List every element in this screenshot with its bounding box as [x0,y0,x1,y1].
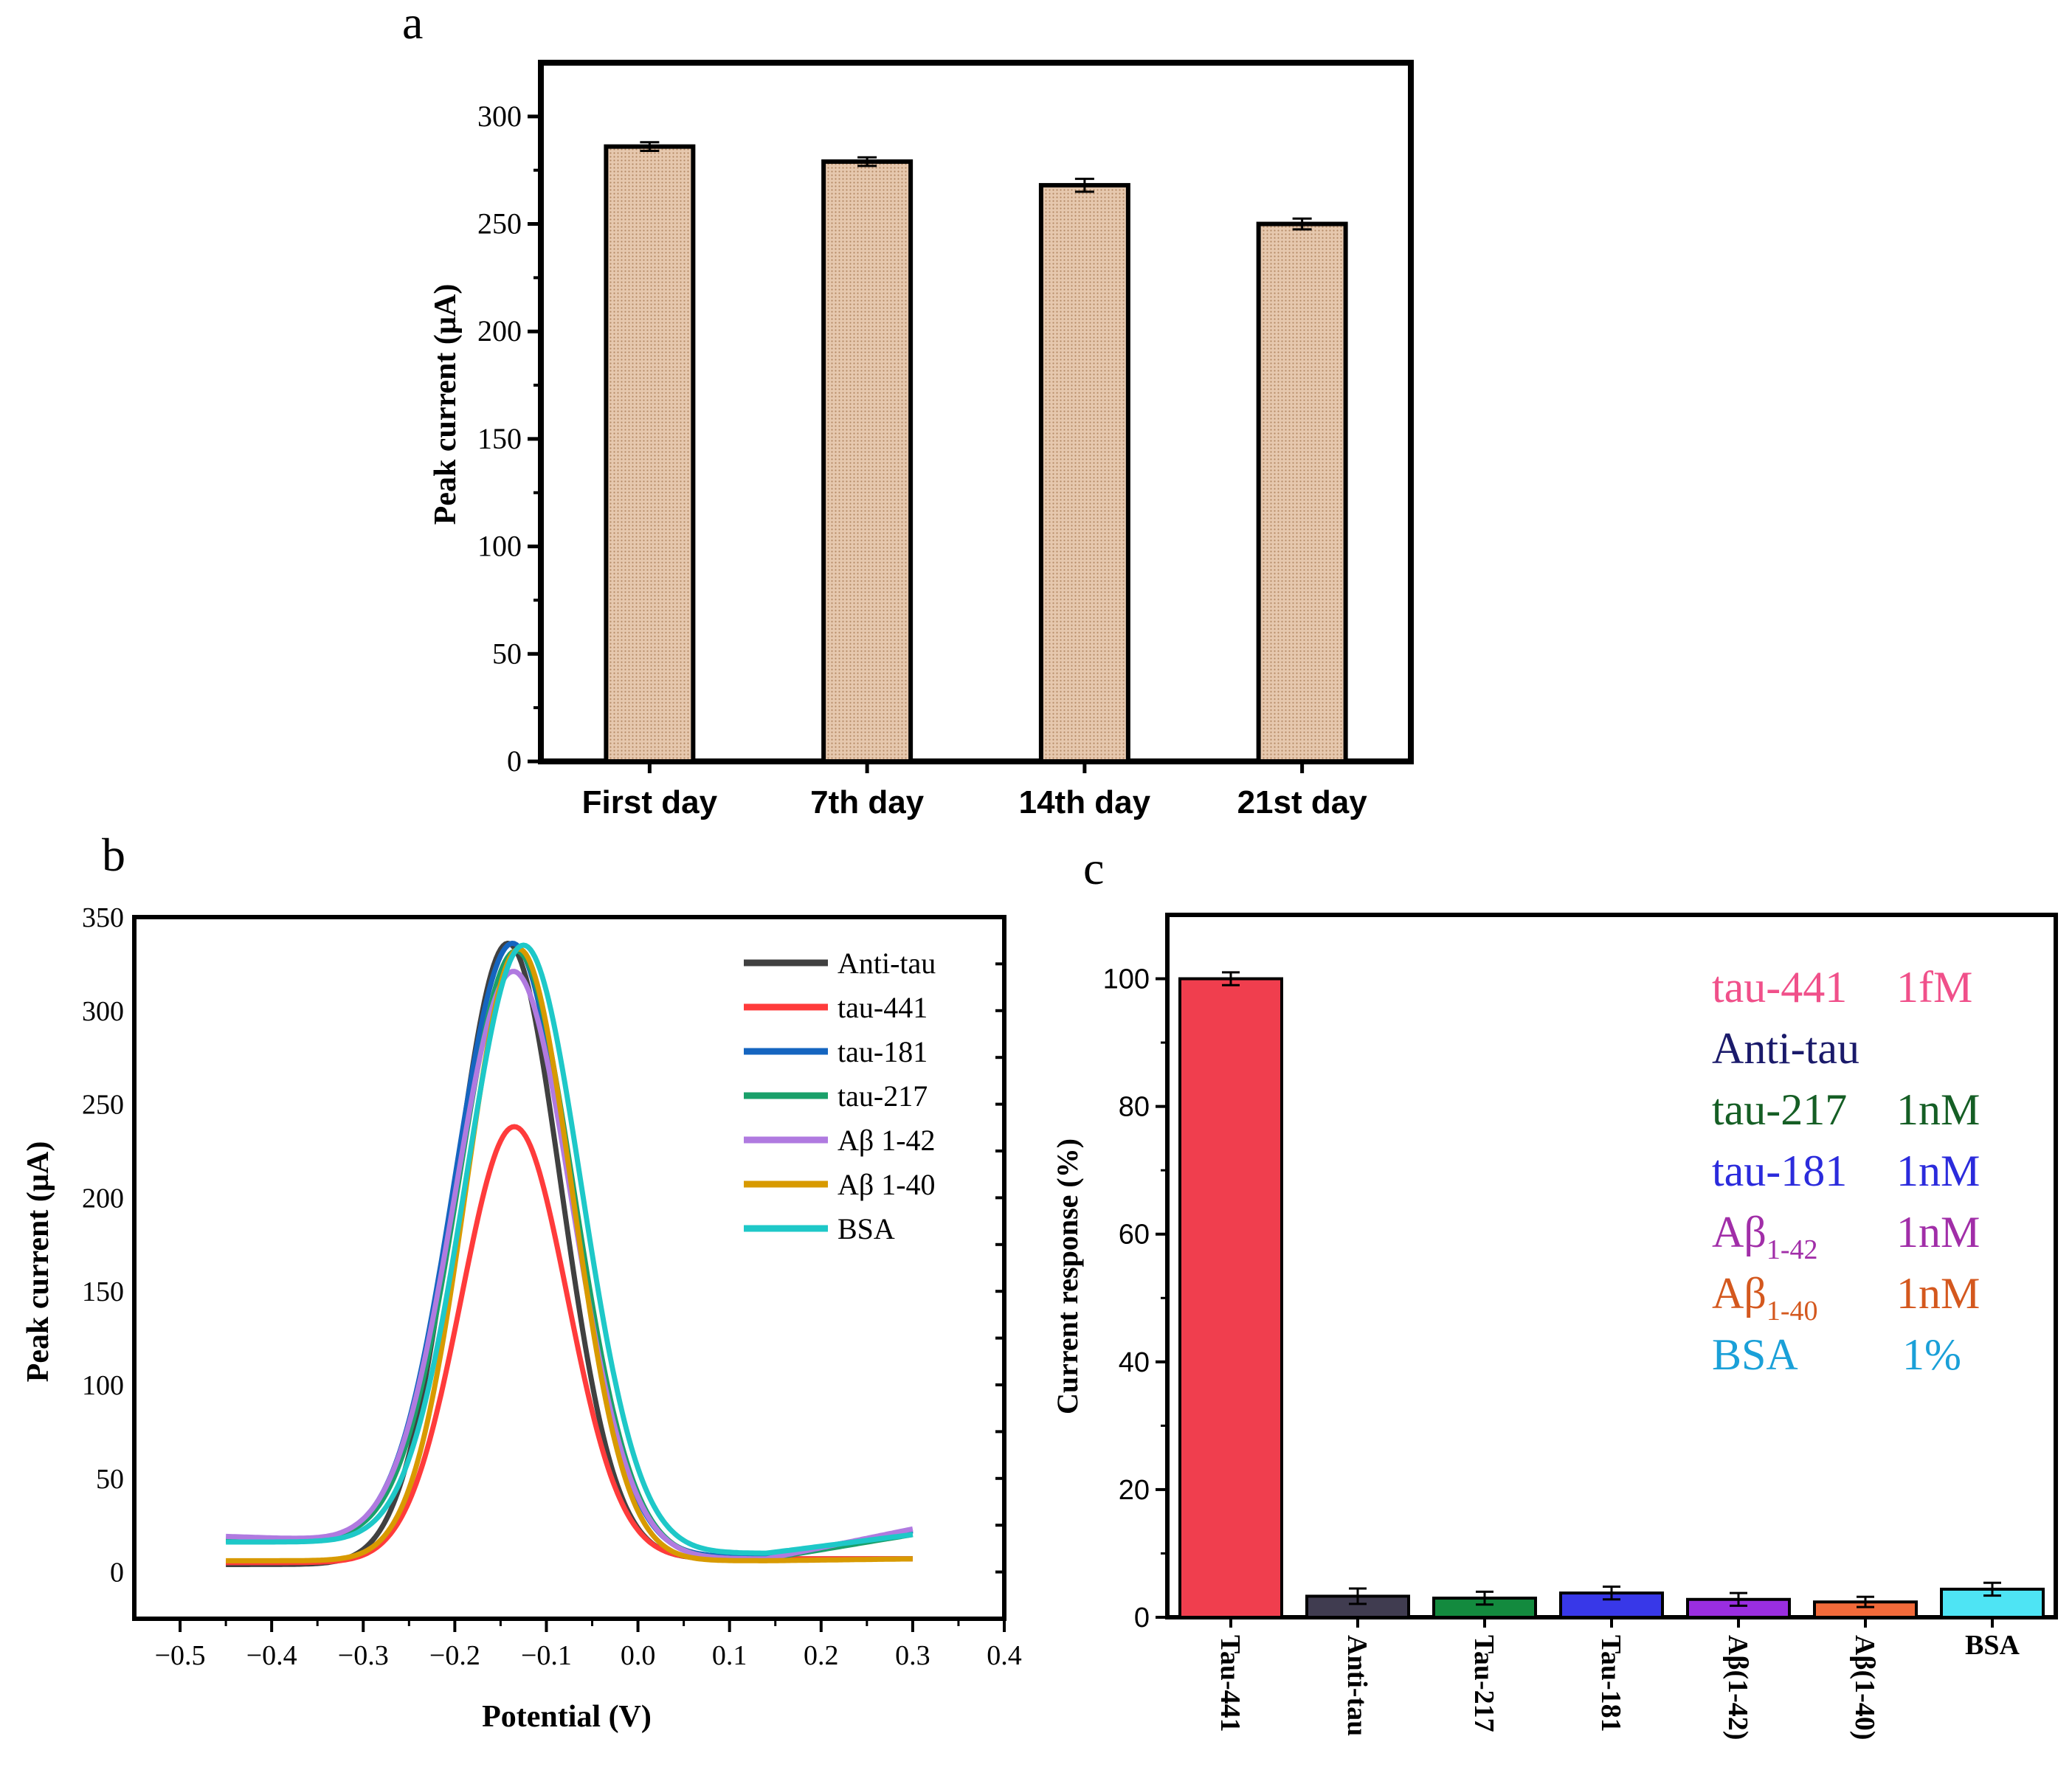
panel-b-legend-label: tau-441 [838,991,928,1024]
panel-a-x-tick-label: 7th day [810,784,925,820]
panel-b-y-tick-label: 150 [82,1276,124,1307]
panel-b-line-chart: b Peak current (µA) Potential (V) −0.5 −0… [21,829,1022,1734]
panel-c-legend-concentration: 1% [1902,1330,1961,1379]
panel-c-legend-concentration: 1nM [1896,1147,1980,1195]
panel-b-x-tick-label: −0.4 [246,1640,297,1671]
panel-b-label: b [102,829,125,881]
panel-c-legend-subscript: 1-40 [1767,1296,1818,1327]
panel-c-legend-label: tau-217 [1712,1085,1847,1134]
panel-b-y-tick-label: 0 [110,1558,124,1588]
panel-b-x-tick-label: 0.3 [895,1640,930,1671]
panel-b-legend-label: tau-181 [838,1035,928,1068]
panel-a-bar [821,159,914,764]
panel-b-legend-label: tau-217 [838,1079,928,1113]
panel-c-legend-label: Anti-tau [1712,1024,1859,1073]
panel-c-x-tick-label: Aβ(1-42) [1722,1635,1753,1740]
panel-c-legend-concentration: 1nM [1896,1269,1980,1318]
panel-b-series-line [225,969,914,1562]
panel-c-x-tick-label: Tau-217 [1468,1635,1499,1732]
panel-b-x-tick-label: −0.1 [521,1640,572,1671]
panel-b-legend-label: Aβ 1-40 [838,1168,936,1201]
panel-b-series-line [225,942,914,1556]
panel-c-legend-label: tau-441 [1712,963,1847,1012]
panel-c-x-tick-label: Tau-441 [1215,1635,1246,1732]
panel-c-x-tick-label: BSA [1965,1630,2020,1661]
panel-a-y-tick-label: 300 [477,100,522,133]
panel-b-x-tick-label: 0.0 [621,1640,656,1671]
panel-a-x-tick-label: First day [582,784,718,820]
panel-b-x-tick-label: −0.2 [429,1640,480,1671]
panel-c-legend-label: Aβ1-42 [1712,1208,1818,1265]
panel-b-series-line [225,941,914,1567]
panel-c-label: c [1083,842,1104,894]
panel-c-y-tick-label: 60 [1119,1220,1150,1251]
panel-a-x-tick-label: 14th day [1019,784,1151,820]
panel-c-legend-label: tau-181 [1712,1147,1847,1195]
panel-c-legend-concentration: 1nM [1896,1085,1980,1134]
panel-c-y-tick-label: 40 [1119,1347,1150,1378]
panel-b-x-tick-label: −0.3 [338,1640,389,1671]
panel-c-y-tick-label: 0 [1134,1603,1150,1634]
panel-b-y-tick-label: 250 [82,1090,124,1121]
panel-c-x-tick-label: Aβ(1-40) [1849,1635,1880,1740]
panel-c-y-tick-label: 80 [1119,1092,1150,1123]
panel-b-series-line [225,946,914,1563]
panel-c-x-tick-label: Tau-181 [1595,1635,1626,1732]
panel-a-y-tick-label: 0 [507,744,522,778]
panel-a-y-tick-label: 200 [477,314,522,348]
panel-b-x-tick-label: 0.1 [712,1640,747,1671]
panel-a-bar [1038,183,1130,764]
panel-b-x-tick-label: 0.2 [804,1640,839,1671]
panel-b-y-tick-label: 50 [96,1464,124,1495]
panel-b-plot-frame [132,915,1006,1621]
panel-b-y-tick-label: 100 [82,1370,124,1401]
panel-a-x-tick-label: 21st day [1237,784,1368,820]
panel-c-x-tick-label: Anti-tau [1341,1635,1372,1736]
panel-a-label: a [402,0,423,49]
panel-b-y-tick-label: 300 [82,996,124,1027]
panel-a-bar [1256,221,1348,764]
panel-c-legend-concentration: 1nM [1896,1208,1980,1256]
panel-c-legend-concentration: 1fM [1896,963,1972,1012]
panel-a-y-tick-label: 150 [477,422,522,455]
panel-b-x-tick-label: −0.5 [155,1640,206,1671]
panel-c-y-tick-label: 20 [1119,1475,1150,1506]
panel-b-y-axis-label: Peak current (µA) [21,1141,55,1383]
panel-c-legend-label: Aβ1-40 [1712,1269,1818,1327]
panel-c-bar [1178,977,1283,1619]
panel-c-bar-chart: c Current response (%) 0 20 40 60 80 100 Tau-4… [1051,842,2058,1740]
panel-a-y-tick-label: 250 [477,207,522,241]
panel-b-x-tick-label: 0.4 [987,1640,1022,1671]
panel-c-y-axis-label: Current response (%) [1051,1138,1084,1414]
panel-b-legend-label: Aβ 1-42 [838,1124,936,1157]
panel-c-plot-frame [1165,913,2058,1619]
panel-c-y-tick-label: 100 [1103,964,1150,995]
panel-a-y-tick-label: 50 [492,637,522,670]
panel-b-legend-label: BSA [838,1212,895,1245]
panel-a-bar-chart: a Peak current (µA) 0 50 100 150 200 250 300 Fi… [402,0,1414,820]
panel-a-plot-frame [538,60,1414,764]
panel-c-legend-label: BSA [1712,1330,1798,1379]
panel-a-y-axis-label: Peak current (µA) [429,284,463,525]
panel-b-x-axis-label: Potential (V) [482,1700,652,1734]
panel-c-legend-subscript: 1-42 [1767,1234,1818,1265]
panel-a-bar [604,144,696,764]
panel-b-legend-label: Anti-tau [838,947,936,980]
panel-c-bar [1305,1594,1410,1619]
panel-b-y-tick-label: 200 [82,1183,124,1214]
panel-b-y-tick-label: 350 [82,902,124,933]
panel-a-y-tick-label: 100 [477,530,522,563]
